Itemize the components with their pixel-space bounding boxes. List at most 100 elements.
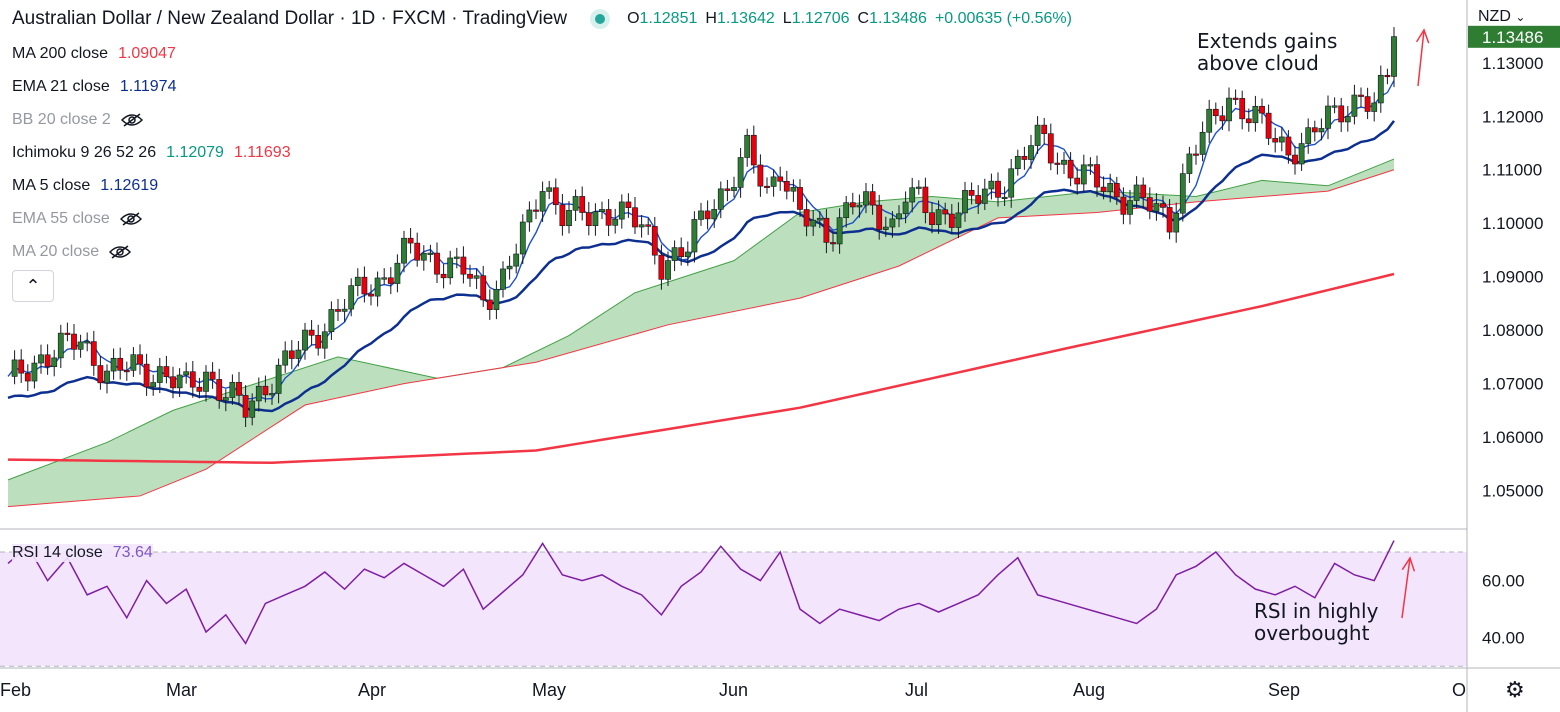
candle bbox=[526, 201, 533, 232]
legend-row[interactable]: EMA 55 close bbox=[12, 210, 142, 228]
candle bbox=[387, 267, 394, 295]
candle bbox=[1311, 120, 1318, 142]
candle bbox=[427, 244, 434, 263]
candle bbox=[810, 210, 817, 236]
candle bbox=[988, 173, 995, 200]
rsi-tick-label: 60.00 bbox=[1482, 572, 1525, 591]
candle bbox=[717, 181, 724, 219]
candle bbox=[612, 208, 619, 234]
candle bbox=[797, 179, 803, 217]
legend-name: BB 20 close 2 bbox=[12, 111, 111, 128]
candle bbox=[295, 340, 302, 367]
candle bbox=[493, 280, 500, 320]
eye-slash-icon[interactable] bbox=[119, 212, 142, 226]
candle bbox=[849, 192, 856, 215]
candle bbox=[282, 341, 289, 373]
candle bbox=[803, 198, 810, 237]
candle bbox=[414, 232, 421, 267]
candle bbox=[203, 365, 209, 402]
legend-row[interactable]: Ichimoku 9 26 52 26 1.12079 1.11693 bbox=[12, 144, 301, 162]
price-tick-label: 1.05000 bbox=[1482, 482, 1543, 501]
candle bbox=[863, 182, 869, 214]
candle bbox=[1278, 127, 1285, 152]
candle bbox=[915, 180, 922, 195]
gear-icon[interactable]: ⚙ bbox=[1505, 677, 1525, 702]
price-tick-label: 1.06000 bbox=[1482, 428, 1543, 447]
candle bbox=[117, 347, 124, 380]
candle bbox=[1028, 134, 1034, 169]
candle bbox=[909, 177, 916, 213]
candle bbox=[816, 211, 823, 229]
time-tick-label: Aug bbox=[1073, 680, 1105, 700]
candle bbox=[394, 254, 401, 293]
legend-value: 1.11693 bbox=[233, 144, 291, 161]
candle bbox=[1305, 118, 1312, 154]
candle bbox=[572, 189, 579, 222]
candle bbox=[750, 125, 757, 174]
candles bbox=[11, 27, 1397, 427]
legend-row[interactable]: MA 20 close bbox=[12, 243, 132, 261]
rsi-tick-label: 40.00 bbox=[1482, 629, 1525, 648]
eye-slash-icon[interactable] bbox=[120, 113, 143, 127]
legend-row[interactable]: BB 20 close 2 bbox=[12, 111, 143, 129]
candle bbox=[922, 177, 929, 224]
candle bbox=[354, 268, 361, 297]
legend-row[interactable]: MA 200 close 1.09047 bbox=[12, 45, 186, 63]
candle bbox=[1113, 176, 1120, 205]
legend-row[interactable]: MA 5 close 1.12619 bbox=[12, 177, 168, 195]
candle bbox=[500, 261, 506, 298]
candle bbox=[229, 374, 236, 405]
annotation-line-2: overbought bbox=[1254, 621, 1370, 645]
annotation-arrows bbox=[1401, 28, 1430, 619]
collapse-legend-button[interactable]: ⌃ bbox=[12, 270, 54, 302]
rsi-value: 73.64 bbox=[112, 544, 153, 561]
symbol-title[interactable]: Australian Dollar / New Zealand Dollar ·… bbox=[12, 8, 568, 29]
candle bbox=[1067, 152, 1074, 187]
candle bbox=[1080, 154, 1087, 192]
price-tick-label: 1.10000 bbox=[1482, 214, 1543, 233]
candle bbox=[275, 358, 282, 404]
candle bbox=[51, 349, 58, 377]
candle bbox=[1259, 98, 1265, 124]
candle bbox=[374, 271, 381, 307]
candle bbox=[783, 170, 790, 200]
candle bbox=[11, 350, 18, 385]
currency-selector[interactable]: NZD ⌄ bbox=[1478, 8, 1525, 26]
candle bbox=[189, 361, 196, 398]
candle bbox=[790, 179, 797, 202]
currency-label: NZD bbox=[1478, 8, 1511, 25]
time-tick-label: May bbox=[532, 680, 566, 700]
candle bbox=[269, 383, 275, 405]
eye-slash-icon[interactable] bbox=[109, 245, 132, 259]
time-tick-label: Feb bbox=[0, 680, 31, 700]
candle bbox=[196, 377, 203, 399]
candle bbox=[823, 209, 830, 254]
candle bbox=[948, 204, 955, 235]
rsi-name[interactable]: RSI 14 close bbox=[12, 544, 103, 561]
candle bbox=[1252, 95, 1259, 132]
legend-name: Ichimoku 9 26 52 26 bbox=[12, 144, 157, 161]
ohlc-values: O1.12851 H1.13642 L1.12706 C1.13486 +0.00635… bbox=[627, 10, 1080, 28]
senkou-b-line bbox=[7, 169, 1395, 508]
candle bbox=[242, 385, 249, 427]
ema21-polyline bbox=[7, 120, 1395, 413]
candle bbox=[731, 176, 737, 198]
legend-row[interactable]: EMA 21 close 1.11974 bbox=[12, 78, 186, 96]
candle bbox=[836, 208, 843, 254]
candle bbox=[1199, 121, 1206, 162]
candle bbox=[546, 180, 553, 200]
time-tick-label: Jun bbox=[719, 680, 748, 700]
candle bbox=[1087, 157, 1094, 175]
candle bbox=[209, 362, 216, 389]
candle bbox=[724, 179, 731, 202]
candle bbox=[1153, 193, 1160, 221]
candle bbox=[1054, 152, 1061, 175]
candle bbox=[1232, 89, 1239, 105]
candle bbox=[130, 347, 137, 377]
candle bbox=[691, 211, 698, 263]
candle bbox=[618, 194, 625, 229]
time-tick-label: Apr bbox=[358, 680, 386, 700]
candle bbox=[1239, 90, 1246, 130]
